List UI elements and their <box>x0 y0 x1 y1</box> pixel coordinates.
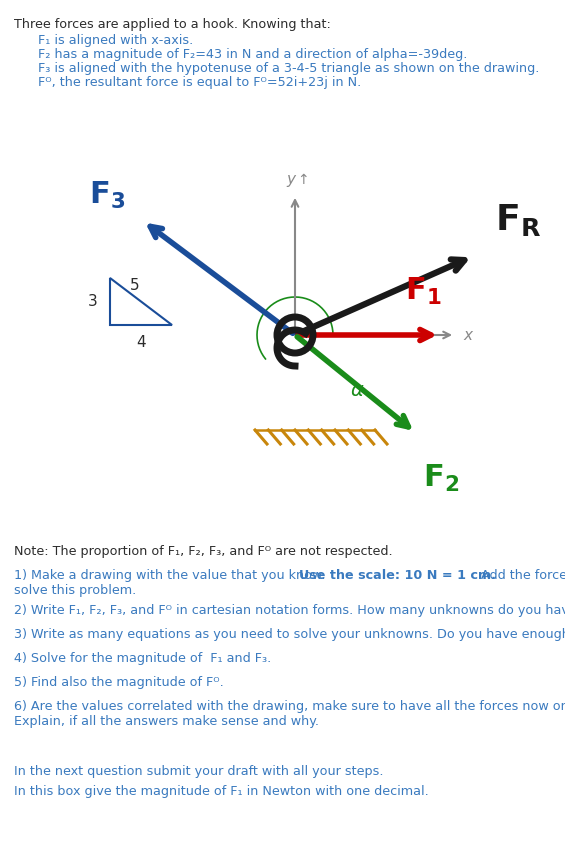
Text: F₂ has a magnitude of F₂=43 in N and a direction of alpha=-39deg.: F₂ has a magnitude of F₂=43 in N and a d… <box>38 48 467 61</box>
Text: $\mathbf{F_1}$: $\mathbf{F_1}$ <box>405 276 441 307</box>
Text: 4) Solve for the magnitude of  F₁ and F₃.: 4) Solve for the magnitude of F₁ and F₃. <box>14 652 271 665</box>
Text: Add the forces, as you: Add the forces, as you <box>477 569 565 582</box>
Text: In the next question submit your draft with all your steps.: In the next question submit your draft w… <box>14 765 384 778</box>
Text: 1) Make a drawing with the value that you know.: 1) Make a drawing with the value that yo… <box>14 569 329 582</box>
Text: $\mathbf{F_3}$: $\mathbf{F_3}$ <box>89 180 125 211</box>
Text: Fᴼ, the resultant force is equal to Fᴼ=52i+23j in N.: Fᴼ, the resultant force is equal to Fᴼ=5… <box>38 76 361 89</box>
Text: 6) Are the values correlated with the drawing, make sure to have all the forces : 6) Are the values correlated with the dr… <box>14 700 565 713</box>
Text: ↑: ↑ <box>297 173 308 187</box>
Text: solve this problem.: solve this problem. <box>14 584 136 597</box>
Text: $\mathbf{F_R}$: $\mathbf{F_R}$ <box>496 202 541 238</box>
Text: Three forces are applied to a hook. Knowing that:: Three forces are applied to a hook. Know… <box>14 18 331 31</box>
Text: $\alpha$: $\alpha$ <box>350 380 364 399</box>
Text: Use the scale: 10 N = 1 cm.: Use the scale: 10 N = 1 cm. <box>299 569 496 582</box>
Text: 3: 3 <box>88 294 98 309</box>
Text: $\mathbf{F_2}$: $\mathbf{F_2}$ <box>423 463 460 494</box>
Text: 5) Find also the magnitude of Fᴼ.: 5) Find also the magnitude of Fᴼ. <box>14 676 224 689</box>
Text: In this box give the magnitude of F₁ in Newton with one decimal.: In this box give the magnitude of F₁ in … <box>14 785 429 798</box>
Text: 2) Write F₁, F₂, F₃, and Fᴼ in cartesian notation forms. How many unknowns do yo: 2) Write F₁, F₂, F₃, and Fᴼ in cartesian… <box>14 604 565 617</box>
Text: 5: 5 <box>130 279 140 293</box>
Text: 3) Write as many equations as you need to solve your unknowns. Do you have enoug: 3) Write as many equations as you need t… <box>14 628 565 641</box>
Text: F₃ is aligned with the hypotenuse of a 3-4-5 triangle as shown on the drawing.: F₃ is aligned with the hypotenuse of a 3… <box>38 62 540 75</box>
Text: 4: 4 <box>136 335 146 350</box>
Text: Note: The proportion of F₁, F₂, F₃, and Fᴼ are not respected.: Note: The proportion of F₁, F₂, F₃, and … <box>14 545 393 558</box>
Text: F₁ is aligned with x-axis.: F₁ is aligned with x-axis. <box>38 34 193 47</box>
Text: Explain, if all the answers make sense and why.: Explain, if all the answers make sense a… <box>14 715 319 728</box>
Text: x: x <box>463 327 472 343</box>
Text: y: y <box>286 172 295 187</box>
